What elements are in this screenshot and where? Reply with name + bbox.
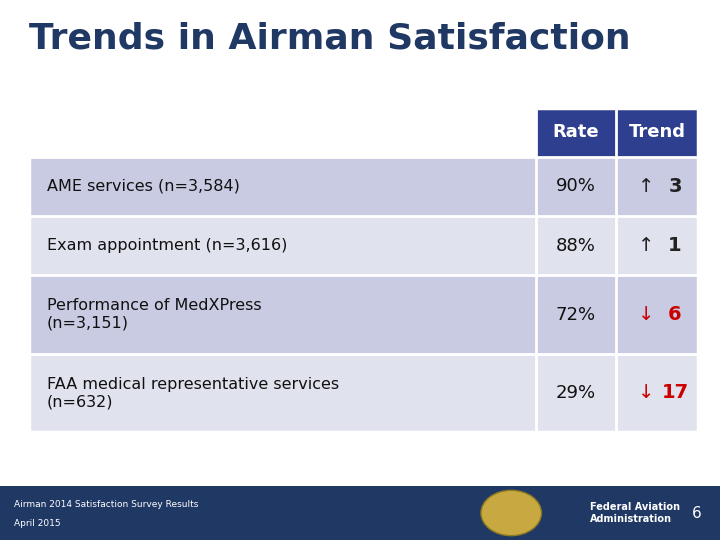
Text: Federal Aviation
Administration: Federal Aviation Administration <box>590 502 680 524</box>
Text: ↑: ↑ <box>638 177 654 196</box>
Text: 72%: 72% <box>556 306 596 323</box>
Bar <box>536 108 616 157</box>
Text: ↓: ↓ <box>638 383 654 402</box>
Text: 6: 6 <box>692 505 702 521</box>
Text: Performance of MedXPress
(n=3,151): Performance of MedXPress (n=3,151) <box>47 298 261 330</box>
Text: 29%: 29% <box>556 384 596 402</box>
Circle shape <box>481 490 541 536</box>
Text: Trends in Airman Satisfaction: Trends in Airman Satisfaction <box>29 22 631 56</box>
Text: AME services (n=3,584): AME services (n=3,584) <box>47 179 240 194</box>
Text: April 2015: April 2015 <box>14 519 61 528</box>
Text: 3: 3 <box>668 177 682 196</box>
Text: Airman 2014 Satisfaction Survey Results: Airman 2014 Satisfaction Survey Results <box>14 501 199 509</box>
Text: Trend: Trend <box>629 123 685 141</box>
Text: 6: 6 <box>668 305 682 324</box>
Text: Rate: Rate <box>553 123 599 141</box>
Text: 88%: 88% <box>556 237 596 255</box>
Text: 90%: 90% <box>556 177 596 195</box>
Bar <box>616 108 698 157</box>
Text: 17: 17 <box>662 383 688 402</box>
Text: 1: 1 <box>668 236 682 255</box>
Text: ↑: ↑ <box>638 236 654 255</box>
Text: Exam appointment (n=3,616): Exam appointment (n=3,616) <box>47 238 287 253</box>
Text: FAA medical representative services
(n=632): FAA medical representative services (n=6… <box>47 377 339 409</box>
Text: ↓: ↓ <box>638 305 654 324</box>
